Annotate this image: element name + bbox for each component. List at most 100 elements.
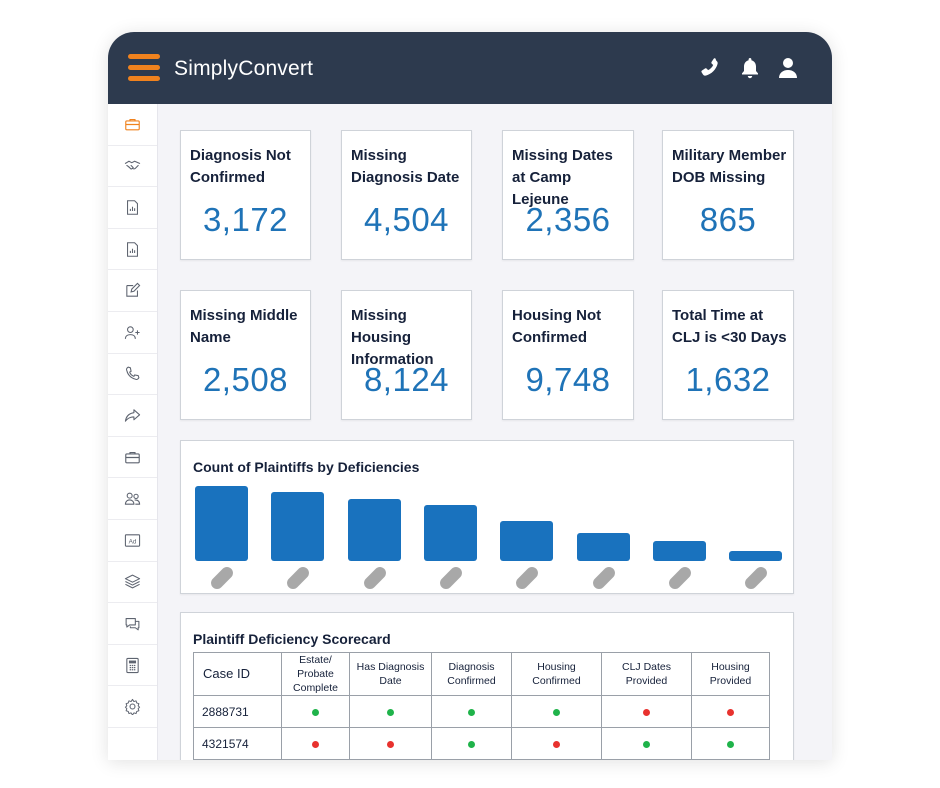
- chart-panel: Count of Plaintiffs by Deficiencies: [180, 440, 794, 594]
- status-dot-green: [468, 740, 475, 748]
- app-window: SimplyConvert Ad Count of Plaintiffs by …: [108, 32, 832, 760]
- status-cell: [601, 727, 692, 760]
- sidebar-item-handshake[interactable]: [108, 146, 157, 188]
- category-label-placeholder: [590, 564, 617, 592]
- user-icon[interactable]: [776, 56, 800, 80]
- status-cell: [511, 695, 602, 728]
- kpi-title: Total Time at CLJ is <30 Days: [672, 307, 787, 346]
- kpi-title: Missing Middle Name: [190, 307, 298, 346]
- chart-bar[interactable]: [652, 541, 706, 561]
- phone-icon: [126, 366, 140, 381]
- settings-icon: [124, 699, 141, 716]
- column-header: CLJ Dates Provided: [601, 652, 692, 696]
- scorecard-panel: Plaintiff Deficiency Scorecard Case ID Es…: [180, 612, 794, 760]
- sidebar-item-add-user[interactable]: [108, 312, 157, 354]
- sidebar-item-settings[interactable]: [108, 686, 157, 728]
- kpi-title: Military Member DOB Missing: [672, 147, 787, 186]
- column-header: Case ID: [193, 652, 282, 696]
- sidebar-item-edit[interactable]: [108, 270, 157, 312]
- sidebar-item-briefcase[interactable]: [108, 437, 157, 479]
- sidebar-item-briefcase[interactable]: [108, 104, 157, 146]
- report-icon: [127, 241, 138, 257]
- app-brand: SimplyConvert: [174, 57, 314, 80]
- status-dot-red: [727, 708, 734, 716]
- sidebar-item-chat[interactable]: [108, 603, 157, 645]
- status-cell: [691, 727, 770, 760]
- kpi-value: 2,508: [202, 361, 289, 398]
- category-label-placeholder: [208, 564, 236, 592]
- status-dot-green: [312, 708, 319, 716]
- kpi-card[interactable]: Missing Housing Information 8,124: [341, 290, 472, 420]
- column-header: Estate/ Probate Complete: [281, 652, 350, 696]
- chart-title: Count of Plaintiffs by Deficiencies: [193, 459, 420, 475]
- sidebar-item-ad[interactable]: Ad: [108, 520, 157, 562]
- kpi-title: Missing Housing Information: [351, 307, 434, 368]
- top-header: SimplyConvert: [108, 32, 832, 104]
- kpi-value: 3,172: [202, 201, 289, 238]
- status-cell: [431, 727, 512, 760]
- status-dot-green: [643, 740, 650, 748]
- chart-bar[interactable]: [576, 533, 630, 561]
- chat-icon: [125, 617, 140, 631]
- sidebar-item-share[interactable]: [108, 395, 157, 437]
- status-cell: [281, 727, 350, 760]
- kpi-title: Diagnosis Not Confirmed: [190, 147, 291, 186]
- chart-bar[interactable]: [271, 492, 325, 561]
- phone-icon[interactable]: [698, 56, 722, 80]
- status-dot-red: [312, 740, 319, 748]
- menu-icon[interactable]: [128, 54, 160, 82]
- status-cell: [281, 695, 350, 728]
- column-header: Housing Confirmed: [511, 652, 602, 696]
- kpi-card[interactable]: Missing Middle Name 2,508: [180, 290, 311, 420]
- kpi-title: Housing Not Confirmed: [512, 307, 602, 346]
- kpi-card[interactable]: Diagnosis Not Confirmed 3,172: [180, 130, 311, 260]
- users-icon: [124, 492, 141, 505]
- share-icon: [124, 409, 141, 422]
- chart-bar[interactable]: [423, 505, 477, 561]
- briefcase-icon: [125, 118, 140, 131]
- column-header: Housing Provided: [691, 652, 770, 696]
- chart-bar[interactable]: [500, 521, 554, 561]
- category-label-placeholder: [437, 564, 465, 592]
- kpi-card[interactable]: Missing Diagnosis Date 4,504: [341, 130, 472, 260]
- status-dot-green: [468, 708, 475, 716]
- kpi-value: 9,748: [525, 361, 611, 398]
- kpi-card[interactable]: Missing Dates at Camp Lejeune 2,356: [502, 130, 634, 260]
- kpi-value: 4,504: [363, 201, 450, 238]
- kpi-card[interactable]: Military Member DOB Missing 865: [662, 130, 794, 260]
- bell-icon[interactable]: [738, 56, 762, 80]
- sidebar-item-layers[interactable]: [108, 562, 157, 604]
- status-dot-green: [387, 708, 394, 716]
- case-id-cell: 4321574: [193, 727, 282, 760]
- sidebar-nav: Ad: [108, 104, 158, 760]
- case-id-cell: 2888731: [193, 695, 282, 728]
- kpi-value: 865: [699, 201, 757, 238]
- kpi-title: Missing Diagnosis Date: [351, 147, 460, 186]
- sidebar-item-report[interactable]: [108, 229, 157, 271]
- chart-bar[interactable]: [195, 486, 248, 561]
- chart-bar[interactable]: [729, 551, 783, 561]
- kpi-card[interactable]: Housing Not Confirmed 9,748: [502, 290, 634, 420]
- table-row[interactable]: 4321574: [193, 727, 770, 760]
- category-label-placeholder: [666, 564, 694, 592]
- sidebar-item-report[interactable]: [108, 187, 157, 229]
- status-cell: [511, 727, 602, 760]
- status-cell: [349, 727, 432, 760]
- chart-bar[interactable]: [347, 499, 401, 561]
- edit-icon: [126, 282, 141, 297]
- status-dot-red: [553, 740, 560, 748]
- status-dot-green: [727, 740, 734, 748]
- kpi-card[interactable]: Total Time at CLJ is <30 Days 1,632: [662, 290, 794, 420]
- briefcase-icon: [125, 451, 140, 463]
- status-dot-red: [387, 740, 394, 748]
- sidebar-item-calculator[interactable]: [108, 645, 157, 687]
- sidebar-item-phone[interactable]: [108, 354, 157, 396]
- kpi-value: 2,356: [525, 201, 611, 238]
- category-label-placeholder: [742, 564, 770, 592]
- sidebar-item-users[interactable]: [108, 478, 157, 520]
- ad-icon: Ad: [124, 534, 141, 547]
- category-label-placeholder: [361, 564, 389, 592]
- table-row[interactable]: 2888731: [193, 695, 770, 728]
- status-dot-red: [643, 708, 650, 716]
- layers-icon: [124, 574, 141, 589]
